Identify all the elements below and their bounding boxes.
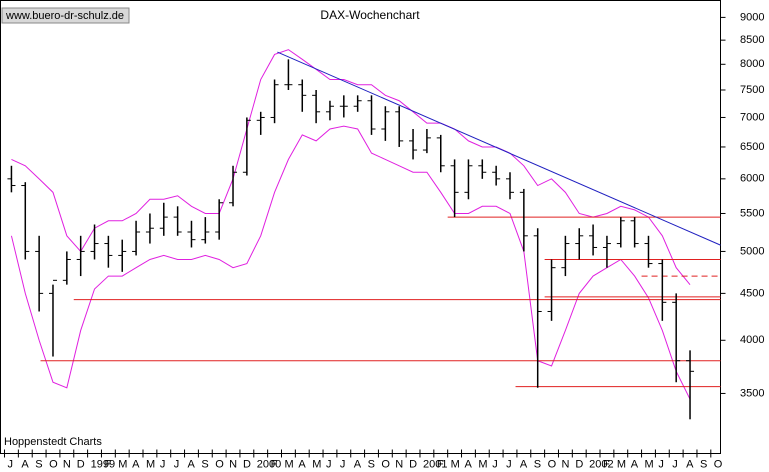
x-tick-label: D bbox=[409, 458, 417, 470]
x-tick-label: O bbox=[381, 458, 390, 470]
x-tick-label: M bbox=[617, 458, 626, 470]
x-tick-label: F bbox=[104, 458, 111, 470]
x-tick-label: J bbox=[174, 458, 180, 470]
x-tick-label: D bbox=[575, 458, 583, 470]
x-tick-label: J bbox=[160, 458, 166, 470]
x-tick-label: J bbox=[326, 458, 332, 470]
x-tick-label: M bbox=[312, 458, 321, 470]
x-tick-label: S bbox=[534, 458, 541, 470]
source-box bbox=[1, 7, 130, 24]
x-tick-label: N bbox=[229, 458, 237, 470]
x-tick-label: N bbox=[561, 458, 569, 470]
x-tick-label: N bbox=[63, 458, 71, 470]
trend-line bbox=[277, 51, 721, 246]
footer: Hoppenstedt Charts bbox=[4, 436, 102, 448]
x-tick-label: M bbox=[118, 458, 127, 470]
x-tick-label: D bbox=[243, 458, 251, 470]
plot-frame bbox=[0, 0, 721, 454]
x-tick-label: J bbox=[340, 458, 346, 470]
y-tick-label: 7500 bbox=[740, 84, 764, 96]
x-tick-label: M bbox=[478, 458, 487, 470]
x-tick-label: J bbox=[658, 458, 664, 470]
y-tick-label: 7000 bbox=[740, 111, 764, 123]
x-tick-label: 1999 bbox=[91, 458, 115, 470]
x-tick-label: D bbox=[77, 458, 85, 470]
y-tick-label: 8500 bbox=[740, 34, 764, 46]
y-tick-label: 6500 bbox=[740, 141, 764, 153]
x-tick-label: J bbox=[506, 458, 512, 470]
x-tick-label: S bbox=[201, 458, 208, 470]
x-tick-label: A bbox=[298, 458, 306, 470]
x-tick-label: J bbox=[672, 458, 678, 470]
x-tick-label: A bbox=[465, 458, 473, 470]
x-tick-label: A bbox=[132, 458, 140, 470]
x-tick-label: M bbox=[146, 458, 155, 470]
x-tick-label: N bbox=[395, 458, 403, 470]
x-tick-label: J bbox=[492, 458, 498, 470]
y-tick-label: 8000 bbox=[740, 58, 764, 70]
x-tick-label: S bbox=[368, 458, 375, 470]
x-tick-label: M bbox=[645, 458, 654, 470]
bollinger-band bbox=[11, 49, 691, 285]
x-tick-label: A bbox=[354, 458, 362, 470]
x-tick-label: M bbox=[451, 458, 460, 470]
x-tick-label: O bbox=[548, 458, 557, 470]
x-tick-label: S bbox=[700, 458, 707, 470]
y-tick-label: 5500 bbox=[740, 207, 764, 219]
y-tick-label: 9000 bbox=[740, 11, 764, 23]
x-tick-label: 2001 bbox=[423, 458, 447, 470]
x-tick-label: M bbox=[284, 458, 293, 470]
x-tick-label: A bbox=[21, 458, 29, 470]
x-tick-label: J bbox=[8, 458, 14, 470]
y-tick-label: 4500 bbox=[740, 287, 764, 299]
x-tick-label: F bbox=[437, 458, 444, 470]
y-tick-label: 6000 bbox=[740, 173, 764, 185]
x-tick-label: A bbox=[631, 458, 639, 470]
y-tick-label: 5000 bbox=[740, 245, 764, 257]
x-tick-label: S bbox=[35, 458, 42, 470]
x-tick-label: A bbox=[686, 458, 694, 470]
x-tick-label: 2000 bbox=[257, 458, 281, 470]
x-tick-label: A bbox=[520, 458, 528, 470]
y-tick-label: 4000 bbox=[740, 334, 764, 346]
x-tick-label: F bbox=[271, 458, 278, 470]
y-tick-label: 3500 bbox=[740, 387, 764, 399]
x-tick-label: A bbox=[188, 458, 196, 470]
x-tick-label: O bbox=[215, 458, 224, 470]
x-tick-label: O bbox=[49, 458, 58, 470]
chart-title: DAX-Wochenchart bbox=[320, 8, 420, 22]
x-tick-label: 2002 bbox=[589, 458, 613, 470]
x-tick-label: F bbox=[603, 458, 610, 470]
x-tick-label: O bbox=[714, 458, 723, 470]
source: www.buero-dr-schulz.de bbox=[5, 10, 124, 22]
